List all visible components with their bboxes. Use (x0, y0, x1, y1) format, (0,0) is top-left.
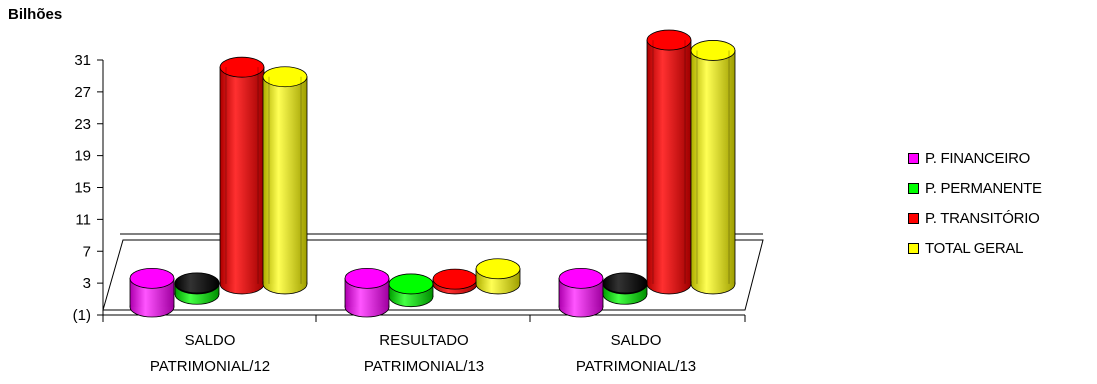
bar-1-1 (388, 273, 434, 308)
bar-top (558, 267, 604, 289)
y-tick-label: 31 (74, 52, 91, 69)
bar-top (262, 66, 308, 88)
bar-top (646, 29, 692, 51)
bar-top (690, 40, 736, 61)
legend-label-permanente: P. PERMANENTE (925, 179, 1042, 197)
bar-side-fill (263, 76, 307, 284)
x-label-2-0: SALDO (611, 332, 662, 349)
legend-item-permanente: P. PERMANENTE (908, 173, 1042, 203)
x-label-0-0: SALDO (185, 332, 236, 349)
x-label-1-0: RESULTADO (379, 332, 468, 349)
bar-0-0 (129, 267, 175, 318)
legend-label-transitorio: P. TRANSITÓRIO (925, 209, 1040, 227)
x-label-1-1: PATRIMONIAL/13 (364, 358, 484, 375)
y-tick-label: 15 (74, 180, 91, 197)
bar-top-neg (174, 272, 220, 294)
bar-side-fill (691, 50, 735, 284)
bars (129, 29, 736, 318)
bar-side-fill (647, 40, 691, 284)
legend-item-financeiro: P. FINANCEIRO (908, 143, 1042, 173)
axes: (1) 3 7 11 15 19 23 27 31 (73, 52, 746, 324)
legend: P. FINANCEIRO P. PERMANENTE P. TRANSITÓR… (908, 143, 1042, 263)
bar-3-1 (475, 258, 521, 295)
bar-top (388, 273, 434, 295)
y-axis-unit-label: Bilhões (8, 6, 63, 23)
bar-3-2 (690, 40, 736, 295)
bar-0-1 (344, 267, 390, 318)
bar-top (344, 267, 390, 289)
y-tick-label: 11 (75, 211, 91, 228)
legend-swatch-transitorio (908, 212, 919, 224)
floor-polygon (102, 239, 764, 311)
bar-top-neg (602, 272, 648, 294)
x-label-2-1: PATRIMONIAL/13 (576, 358, 696, 375)
bar-side-fill (220, 67, 264, 284)
legend-label-financeiro: P. FINANCEIRO (925, 149, 1031, 167)
legend-item-transitorio: P. TRANSITÓRIO (908, 203, 1042, 233)
bar-2-1 (432, 268, 478, 295)
bar-top (129, 267, 175, 289)
bar-1-2 (602, 272, 648, 305)
bar-1-0 (174, 272, 220, 305)
y-tick-label: 3 (83, 275, 91, 292)
y-tick-label: 19 (74, 148, 91, 165)
bar-top (475, 258, 521, 280)
bar-2-0 (219, 56, 265, 295)
y-tick-label: (1) (73, 307, 91, 324)
x-axis-labels: SALDO PATRIMONIAL/12 RESULTADO PATRIMONIAL/… (150, 332, 696, 375)
legend-item-total-geral: TOTAL GERAL (908, 233, 1042, 263)
y-tick-label: 23 (74, 116, 91, 133)
x-label-0-1: PATRIMONIAL/12 (150, 358, 270, 375)
legend-swatch-permanente (908, 182, 919, 194)
bar-top (219, 56, 265, 78)
legend-label-total-geral: TOTAL GERAL (925, 239, 1024, 257)
bar-3-0 (262, 66, 308, 295)
y-tick-label: 27 (74, 84, 91, 101)
legend-swatch-total-geral (908, 242, 919, 254)
y-tick-label: 7 (83, 243, 91, 260)
legend-swatch-financeiro (908, 152, 919, 164)
bar-top (432, 268, 478, 290)
bar-0-2 (558, 267, 604, 318)
bar-2-2 (646, 29, 692, 295)
